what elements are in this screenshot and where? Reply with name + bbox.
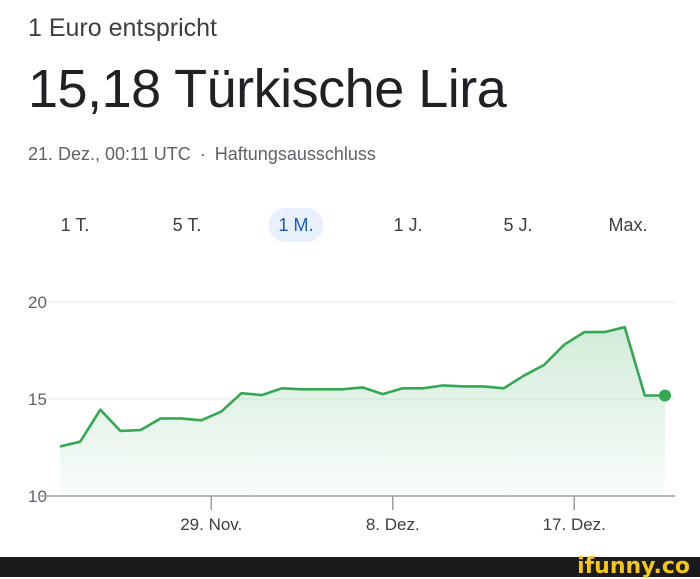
series-line bbox=[59, 325, 665, 448]
range-tabs: 1 T. 5 T. 1 M. 1 J. 5 J. Max. bbox=[0, 208, 700, 244]
watermark-bar: ifunny.co bbox=[0, 554, 700, 579]
x-tick-label: 8. Dez. bbox=[366, 515, 420, 534]
x-tick-label: 29. Nov. bbox=[180, 515, 242, 534]
y-tick-label: 15 bbox=[28, 390, 47, 409]
ifunny-logo: ifunny.co bbox=[577, 554, 690, 579]
meta-line: 21. Dez., 00:11 UTC · Haftungsausschluss bbox=[28, 142, 688, 166]
range-tab-1-year[interactable]: 1 J. bbox=[393, 215, 423, 235]
disclaimer-link[interactable]: Haftungsausschluss bbox=[214, 144, 376, 164]
range-tab-5-years[interactable]: 5 J. bbox=[503, 215, 533, 235]
y-tick-label: 10 bbox=[28, 487, 47, 506]
range-tab-1-month[interactable]: 1 M. bbox=[268, 208, 324, 242]
summary-header: 1 Euro entspricht 15,18 Türkische Lira 2… bbox=[28, 12, 688, 166]
conversion-label: 1 Euro entspricht bbox=[28, 14, 217, 42]
y-tick-label: 20 bbox=[28, 293, 47, 312]
timestamp: 21. Dez., 00:11 UTC bbox=[28, 144, 191, 164]
range-tab-max[interactable]: Max. bbox=[608, 215, 648, 235]
exchange-rate-chart: 20 15 10 29. Nov. 8. Dez. 17. Dez. bbox=[28, 293, 675, 534]
range-tab-1-day[interactable]: 1 T. bbox=[60, 215, 90, 235]
current-value-dot bbox=[659, 389, 671, 402]
separator: · bbox=[199, 144, 206, 164]
range-tab-5-days[interactable]: 5 T. bbox=[172, 215, 202, 235]
x-tick-label: 17. Dez. bbox=[543, 515, 606, 534]
area-fill bbox=[60, 327, 665, 496]
conversion-value: 15,18 Türkische Lira bbox=[28, 59, 507, 119]
